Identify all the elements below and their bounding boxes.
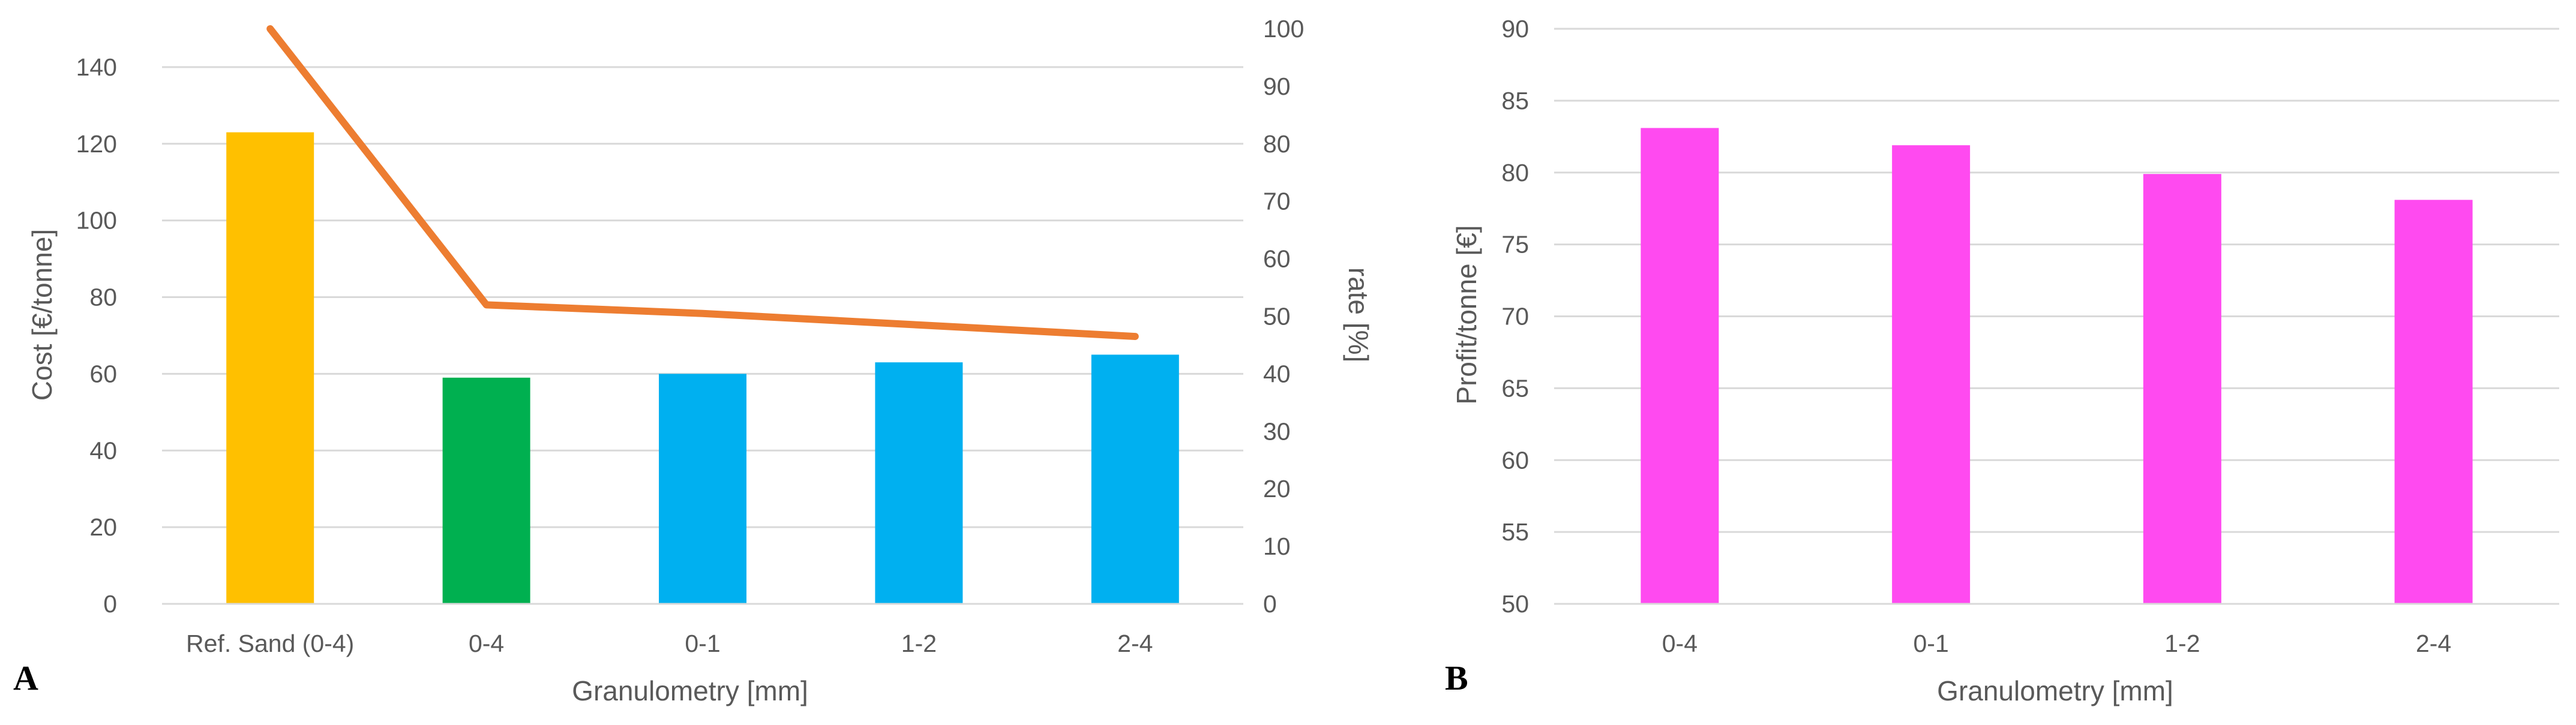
panel-b-chart: 50 55 60 65 70 75 80 85 90 0-4 0-1 1-2 2-4 Granulomet… xyxy=(1445,15,2559,706)
x-tick-label: 2-4 xyxy=(1117,630,1153,657)
y-tick-label: 85 xyxy=(1501,87,1529,115)
y-tick-label: 70 xyxy=(1501,303,1529,330)
x-tick-label: 1-2 xyxy=(901,630,937,657)
y-tick-label: 75 xyxy=(1501,231,1529,258)
x-tick-label: 1-2 xyxy=(2164,630,2200,657)
y-tick-label: 20 xyxy=(89,513,117,541)
bar xyxy=(1892,145,1971,604)
y-tick-label: 60 xyxy=(89,360,117,387)
x-tick-label: 0-4 xyxy=(1662,630,1698,657)
y2-tick-label: 100 xyxy=(1263,15,1304,43)
panel-letter: B xyxy=(1445,658,1468,697)
y-tick-label: 40 xyxy=(89,437,117,464)
y2-tick-label: 10 xyxy=(1263,533,1291,560)
bar xyxy=(1091,354,1179,604)
rate-line xyxy=(266,25,1139,341)
y-axis-title: Profit/tonne [€] xyxy=(1451,225,1482,404)
x-axis-title: Granulometry [mm] xyxy=(572,675,808,706)
y2-tick-label: 90 xyxy=(1263,73,1291,100)
bar xyxy=(2143,174,2221,604)
y-tick-label: 140 xyxy=(76,53,117,81)
bar xyxy=(226,132,314,604)
y-tick-label: 0 xyxy=(103,590,117,618)
x-axis-title: Granulometry [mm] xyxy=(1937,675,2173,706)
y2-tick-label: 40 xyxy=(1263,360,1291,387)
y2-tick-label: 20 xyxy=(1263,475,1291,503)
x-tick-label: 2-4 xyxy=(2416,630,2451,657)
bar xyxy=(659,374,746,604)
y-tick-label: 90 xyxy=(1501,15,1529,43)
y2-tick-label: 50 xyxy=(1263,303,1291,330)
y-tick-label: 100 xyxy=(76,207,117,234)
y-tick-label: 80 xyxy=(1501,159,1529,186)
y-tick-label: 80 xyxy=(89,284,117,311)
y2-tick-label: 30 xyxy=(1263,417,1291,445)
panel-letter: A xyxy=(13,658,38,697)
bar xyxy=(442,377,530,604)
y-tick-label: 120 xyxy=(76,130,117,158)
y2-tick-label: 80 xyxy=(1263,130,1291,158)
bar xyxy=(1641,128,1719,604)
y-tick-label: 55 xyxy=(1501,518,1529,546)
y-tick-label: 60 xyxy=(1501,446,1529,474)
y-tick-label: 65 xyxy=(1501,374,1529,402)
y2-tick-label: 70 xyxy=(1263,188,1291,215)
y-axis-title: Cost [€/tonne] xyxy=(26,229,58,401)
y-tick-label: 50 xyxy=(1501,590,1529,618)
x-tick-label: 0-1 xyxy=(1913,630,1948,657)
bar xyxy=(2394,200,2473,604)
y2-axis-title: rate [%] xyxy=(1343,267,1374,363)
y2-tick-label: 60 xyxy=(1263,245,1291,273)
y2-tick-label: 0 xyxy=(1263,590,1277,618)
panel-a-chart: 0 20 40 60 80 100 120 140 0 10 20 30 40 50 60 70 80 90 100… xyxy=(13,15,1374,706)
x-tick-label: Ref. Sand (0-4) xyxy=(186,630,354,657)
x-tick-label: 0-1 xyxy=(685,630,720,657)
bar xyxy=(875,362,963,604)
x-tick-label: 0-4 xyxy=(469,630,504,657)
